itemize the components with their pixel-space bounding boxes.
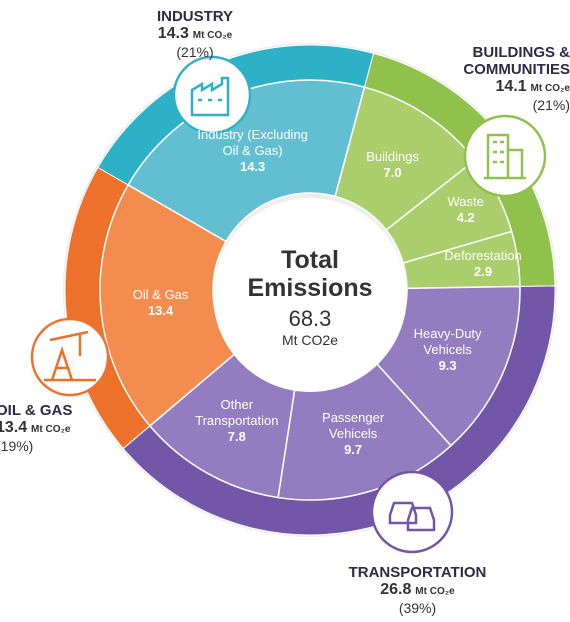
- center-hole: [213, 198, 407, 392]
- group-name: TRANSPORTATION: [348, 564, 487, 581]
- group-name: BUILDINGS & COMMUNITIES: [463, 44, 570, 78]
- buildings-icon: [463, 114, 547, 198]
- group-unit: Mt CO₂e: [530, 83, 570, 94]
- group-percent: (39%): [398, 600, 437, 616]
- industry-icon: [172, 55, 252, 135]
- icons: [30, 55, 547, 554]
- segment-label: Buildings 7.0: [348, 149, 438, 181]
- segment-name: Oil & Gas: [132, 287, 189, 303]
- segment-label: Other Transportation 7.8: [182, 397, 292, 445]
- group-value: 14.1: [495, 78, 527, 95]
- group-amount: 14.3 Mt CO₂e: [140, 25, 250, 44]
- segment-value: 7.8: [227, 428, 246, 444]
- group-unit: Mt CO₂e: [415, 586, 455, 597]
- segment-label: Passenger Vehicels 9.7: [308, 410, 398, 458]
- group-percent: (21%): [532, 97, 570, 113]
- group-value: 13.4: [0, 419, 28, 436]
- group-amount: 14.1 Mt CO₂e: [420, 78, 570, 97]
- center-title: Total Emissions: [247, 246, 373, 302]
- segment-name: Deforestation: [444, 247, 522, 263]
- oil-icon: [30, 317, 110, 397]
- segment-name: Buildings: [366, 148, 419, 164]
- total-unit: Mt CO2e: [281, 332, 338, 348]
- segment-value: 13.4: [147, 303, 174, 319]
- group-percent: (19%): [0, 438, 34, 454]
- group-amount: 13.4 Mt CO₂e: [0, 419, 106, 438]
- group-value: 26.8: [380, 581, 412, 598]
- buildings: [484, 133, 526, 180]
- segment-label: Industry (Excluding Oil & Gas) 14.3: [193, 127, 313, 175]
- cars: [388, 501, 436, 532]
- factory: [190, 76, 230, 117]
- total-value: 68.3: [288, 306, 332, 331]
- segment-label: Heavy-Duty Vehicels 9.3: [403, 326, 493, 374]
- group-unit: Mt CO₂e: [31, 424, 71, 435]
- segment-value: 7.0: [383, 164, 402, 180]
- segment-value: 2.9: [473, 263, 493, 279]
- group-label: INDUSTRY 14.3 Mt CO₂e (21%): [140, 8, 250, 61]
- segment-value: 14.3: [239, 159, 266, 175]
- group-label: TRANSPORTATION 26.8 Mt CO₂e (39%): [330, 564, 505, 617]
- center-label: Total Emissions 68.3 Mt CO2e: [235, 246, 385, 348]
- segment-name: Industry (Excluding Oil & Gas): [197, 127, 308, 159]
- group-label: BUILDINGS & COMMUNITIES 14.1 Mt CO₂e (21%): [420, 44, 570, 114]
- segment-name: Waste: [447, 194, 484, 209]
- segment-label: Oil & Gas 13.4: [116, 287, 206, 319]
- segment-name: Heavy-Duty Vehicels: [413, 325, 482, 357]
- group-percent: (21%): [176, 44, 214, 60]
- pump: [44, 330, 96, 382]
- group-amount: 26.8 Mt CO₂e: [330, 581, 505, 600]
- segment-name: Passenger Vehicels: [322, 409, 385, 441]
- group-name: INDUSTRY: [156, 8, 234, 25]
- segment-label: Deforestation 2.9: [433, 248, 533, 280]
- segment-label: Waste 4.2: [421, 194, 511, 226]
- segment-name: Other Transportation: [195, 396, 279, 428]
- group-name: OIL & GAS: [0, 402, 73, 419]
- segment-value: 9.7: [344, 441, 363, 457]
- group-unit: Mt CO₂e: [192, 30, 233, 41]
- group-value: 14.3: [157, 25, 189, 42]
- segment-value: 9.3: [438, 357, 457, 373]
- segment-value: 4.2: [456, 210, 475, 225]
